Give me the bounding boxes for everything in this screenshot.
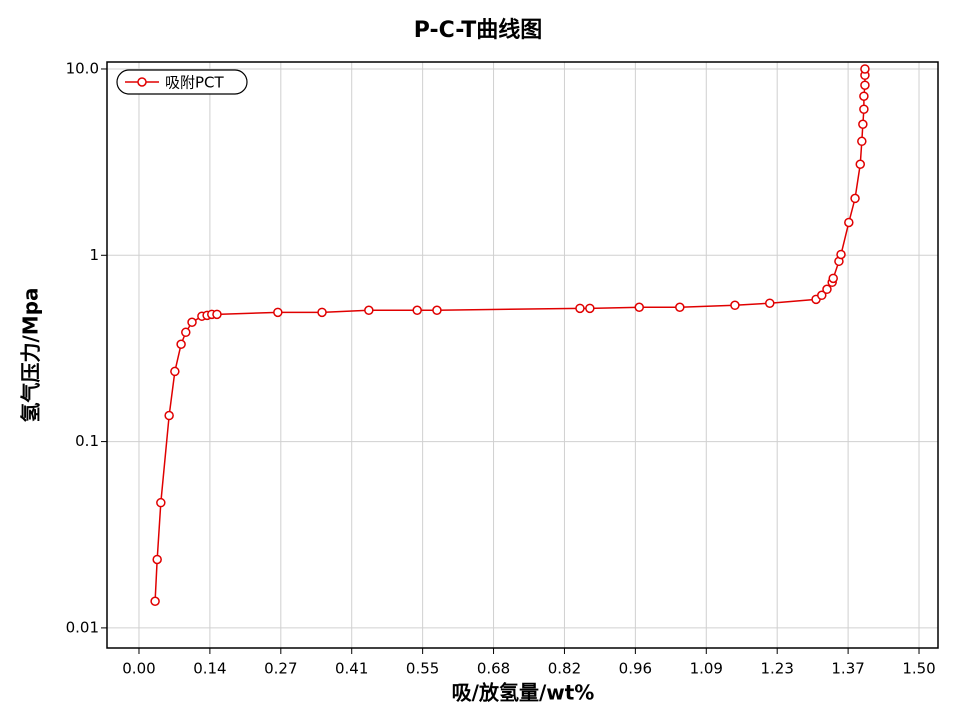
data-point: [850, 193, 860, 204]
data-point: [634, 302, 644, 313]
x-tick-label: 0.00: [122, 660, 155, 678]
legend-box: [116, 69, 248, 95]
y-tick-label: 10.0: [66, 59, 99, 77]
data-point: [675, 302, 685, 313]
x-tick-label: 0.41: [335, 660, 368, 678]
data-point: [212, 309, 222, 320]
legend-label: 吸附PCT: [165, 74, 225, 92]
x-axis-label: 吸/放氢量/wt%: [452, 681, 595, 705]
x-tick-label: 1.23: [760, 660, 793, 678]
x-tick-label: 0.27: [264, 660, 297, 678]
data-point: [152, 554, 162, 565]
data-point: [730, 300, 740, 311]
data-point: [860, 80, 870, 90]
y-tick-label: 0.01: [66, 618, 99, 636]
y-tick-label: 1: [89, 246, 99, 264]
data-point: [412, 305, 422, 315]
chart-title: P-C-T曲线图: [414, 17, 542, 43]
data-point: [765, 298, 775, 308]
x-tick-label: 1.09: [690, 660, 723, 678]
data-point: [822, 284, 832, 295]
data-point: [164, 410, 174, 421]
data-point: [817, 290, 827, 301]
x-tick-label: 0.68: [477, 660, 510, 678]
x-tick-label: 0.82: [548, 660, 581, 678]
data-point: [181, 327, 191, 338]
y-axis-label: 氢气压力/Mpa: [19, 287, 43, 422]
data-point: [836, 249, 846, 260]
x-tick-label: 0.14: [193, 660, 226, 678]
data-point: [273, 307, 283, 318]
data-point: [844, 217, 854, 228]
data-point: [432, 305, 442, 315]
data-point: [860, 64, 870, 74]
data-point: [150, 596, 160, 607]
data-point: [859, 104, 869, 114]
data-point: [859, 91, 869, 101]
data-point: [187, 317, 197, 328]
data-point: [170, 366, 180, 377]
data-point: [364, 305, 374, 315]
x-tick-label: 0.96: [619, 660, 652, 678]
x-tick-label: 0.55: [406, 660, 439, 678]
data-point: [858, 119, 868, 130]
y-tick-label: 0.1: [75, 432, 99, 450]
x-tick-label: 1.37: [831, 660, 864, 678]
series-line: [154, 68, 866, 602]
data-point: [575, 303, 585, 314]
data-point: [828, 273, 838, 284]
data-point: [156, 497, 166, 508]
plot-frame: [106, 61, 939, 649]
x-tick-label: 1.50: [902, 660, 935, 678]
data-point: [317, 307, 327, 318]
legend-marker: [137, 77, 147, 87]
data-point: [585, 303, 595, 314]
data-point: [857, 136, 867, 147]
data-point: [176, 339, 186, 350]
data-point: [855, 159, 866, 170]
